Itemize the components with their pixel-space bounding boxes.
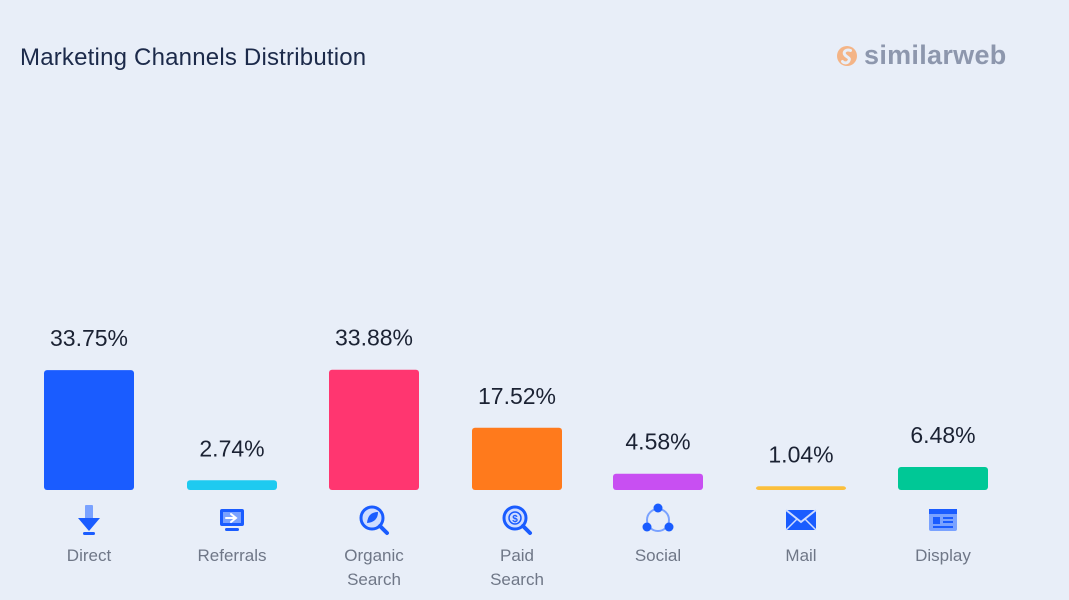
value-label-1: 2.74% (199, 435, 264, 461)
bar-3 (472, 427, 562, 490)
chart-title: Marketing Channels Distribution (20, 44, 367, 71)
category-label-4: Social (635, 546, 681, 565)
value-label-3: 17.52% (478, 383, 556, 409)
category-label-0: Direct (67, 546, 112, 565)
referrals-monitor-icon (220, 509, 244, 531)
value-label-2: 33.88% (335, 325, 413, 351)
category-label-3: Paid Search (490, 546, 544, 589)
similarweb-logo-icon (837, 45, 857, 66)
value-label-4: 4.58% (625, 429, 690, 455)
similarweb-logo: similarweb (836, 40, 1007, 71)
value-label-6: 6.48% (910, 422, 975, 448)
svg-text:$: $ (512, 514, 518, 525)
category-label-1: Referrals (198, 546, 267, 565)
mail-icon (785, 509, 817, 531)
bar-2 (329, 369, 419, 490)
display-window-icon (929, 509, 957, 531)
bar-4 (613, 473, 703, 490)
bar-0 (44, 370, 134, 490)
category-label-6: Display (915, 546, 971, 565)
bar-6 (898, 466, 988, 490)
category-label-5: Mail (785, 546, 816, 565)
value-label-5: 1.04% (768, 441, 833, 467)
bar-1 (187, 480, 277, 490)
direct-arrow-icon (78, 505, 100, 535)
organic-search-icon (359, 505, 389, 535)
value-label-0: 33.75% (50, 325, 128, 351)
logo-text: similarweb (864, 40, 1007, 70)
bar-5 (756, 486, 846, 490)
paid-search-icon: $ (502, 505, 532, 535)
social-network-icon (642, 503, 674, 532)
category-label-2: Organic Search (344, 546, 404, 589)
